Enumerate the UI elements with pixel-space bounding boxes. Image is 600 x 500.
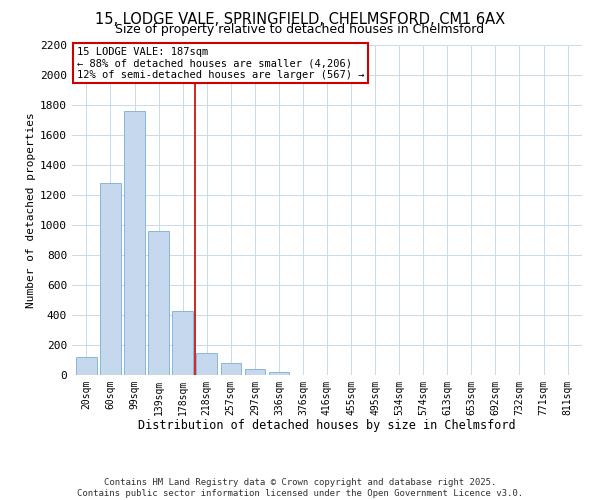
Bar [269, 372, 289, 375]
Bar [148, 231, 169, 375]
Bar [76, 357, 97, 375]
Text: 15 LODGE VALE: 187sqm
← 88% of detached houses are smaller (4,206)
12% of semi-d: 15 LODGE VALE: 187sqm ← 88% of detached … [77, 46, 365, 80]
Y-axis label: Number of detached properties: Number of detached properties [26, 112, 36, 308]
Text: 15, LODGE VALE, SPRINGFIELD, CHELMSFORD, CM1 6AX: 15, LODGE VALE, SPRINGFIELD, CHELMSFORD,… [95, 12, 505, 28]
Bar [221, 363, 241, 375]
Text: Size of property relative to detached houses in Chelmsford: Size of property relative to detached ho… [115, 22, 485, 36]
Bar [196, 352, 217, 375]
Text: Contains HM Land Registry data © Crown copyright and database right 2025.
Contai: Contains HM Land Registry data © Crown c… [77, 478, 523, 498]
Bar [100, 183, 121, 375]
Bar [245, 369, 265, 375]
Bar [124, 111, 145, 375]
Bar [172, 310, 193, 375]
X-axis label: Distribution of detached houses by size in Chelmsford: Distribution of detached houses by size … [138, 420, 516, 432]
